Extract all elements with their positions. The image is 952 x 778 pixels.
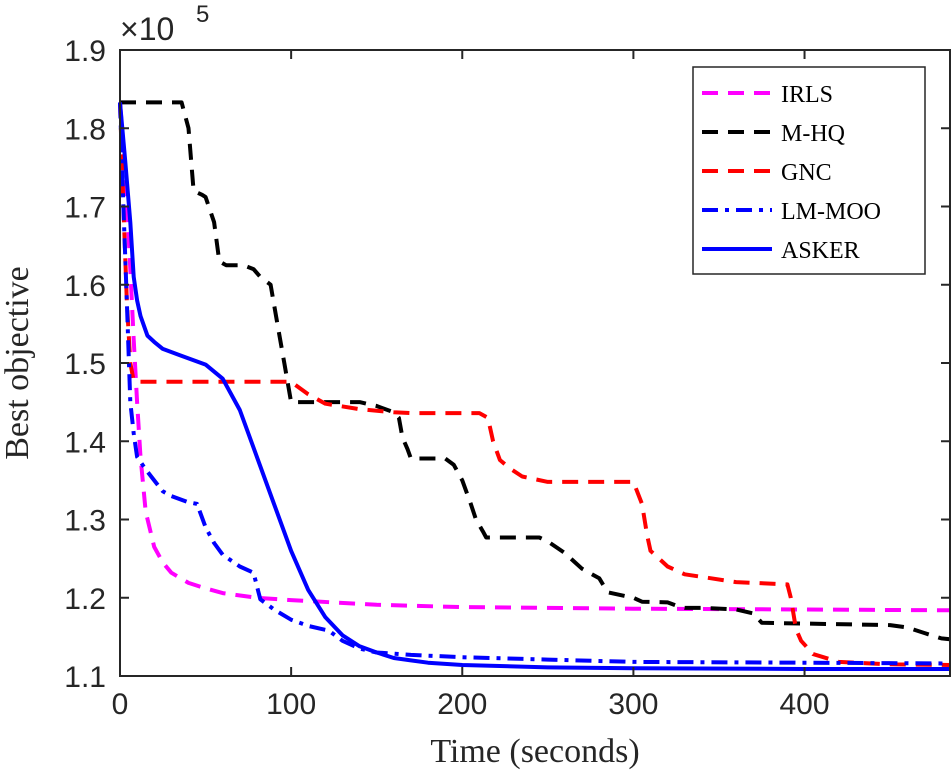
legend-label: LM-MOO	[781, 199, 881, 225]
multiplier-base: ×10	[120, 11, 174, 47]
y-tick-label: 1.7	[64, 192, 106, 225]
legend: IRLS M-HQ GNC LM-MOO ASKER	[692, 66, 926, 275]
x-tick-label: 0	[112, 688, 129, 721]
series-line-m-hq	[120, 100, 951, 642]
x-tick-label: 100	[266, 688, 316, 721]
y-tick-label: 1.3	[64, 505, 106, 538]
x-axis-label: Time (seconds)	[430, 733, 639, 770]
x-tick-label: 300	[608, 688, 658, 721]
legend-label: GNC	[781, 160, 832, 186]
legend-label: ASKER	[781, 238, 860, 264]
series-layer	[118, 100, 951, 671]
y-tick-label: 1.1	[64, 661, 106, 694]
y-tick-label: 1.2	[64, 583, 106, 616]
x-axis: 0 100 200 300 400	[112, 50, 830, 721]
legend-label: IRLS	[781, 82, 833, 108]
y-tick-label: 1.6	[64, 270, 106, 303]
x-tick-label: 200	[437, 688, 487, 721]
x-tick-label: 400	[780, 688, 830, 721]
series-line-lm-moo	[118, 102, 951, 666]
series-line-asker	[118, 102, 950, 671]
series-line-irls	[118, 102, 951, 613]
y-tick-label: 1.8	[64, 113, 106, 146]
y-axis-label: Best objective	[0, 266, 36, 460]
multiplier-exponent: 5	[196, 1, 209, 28]
y-axis-multiplier: ×10 5	[120, 1, 209, 47]
y-tick-label: 1.5	[64, 348, 106, 381]
y-tick-label: 1.4	[64, 426, 106, 459]
y-tick-label: 1.9	[64, 35, 106, 68]
y-axis: 1.1 1.2 1.3 1.4 1.5 1.6 1.7 1.8 1.9	[64, 35, 950, 694]
legend-label: M-HQ	[781, 121, 845, 147]
